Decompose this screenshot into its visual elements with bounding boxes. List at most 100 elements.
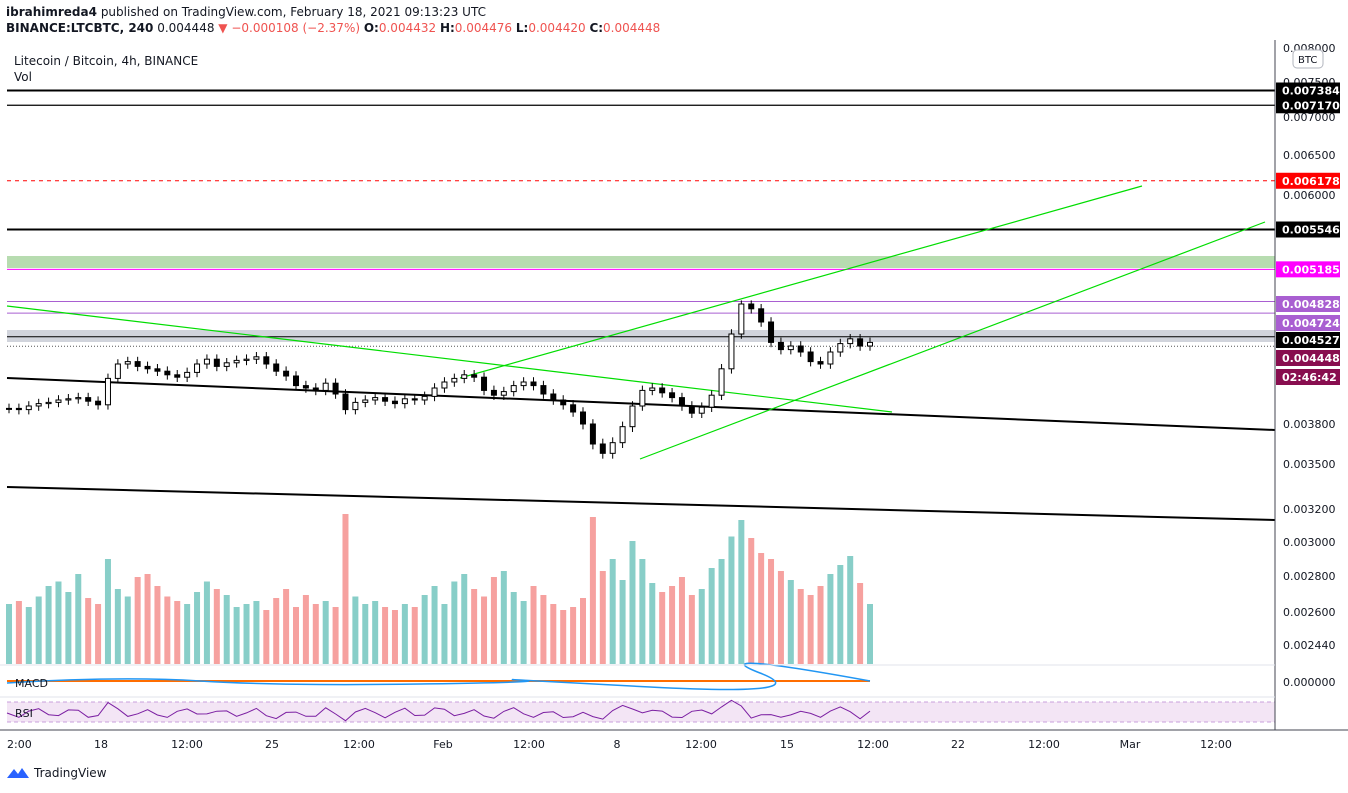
volume-bar bbox=[164, 596, 171, 664]
candle-body bbox=[738, 303, 745, 335]
volume-bar bbox=[580, 598, 586, 664]
price-label-text: 0.004724 bbox=[1282, 317, 1340, 330]
volume-bar bbox=[867, 604, 873, 664]
candle-body bbox=[431, 387, 438, 397]
time-tick-label: Mar bbox=[1120, 738, 1141, 751]
rising-channel-bottom bbox=[639, 221, 1266, 460]
volume-bar bbox=[431, 586, 438, 664]
author[interactable]: ibrahimreda4 bbox=[6, 5, 97, 19]
volume-bar bbox=[530, 586, 537, 664]
volume-bar bbox=[312, 604, 319, 664]
footer-brand[interactable]: TradingView bbox=[6, 766, 107, 780]
price-label-box bbox=[1276, 172, 1340, 189]
volume-bar bbox=[758, 553, 765, 664]
price-label-box bbox=[1276, 350, 1340, 366]
candle-body bbox=[857, 338, 864, 347]
volume-bar bbox=[124, 596, 131, 664]
price-label-text: 0.007384 bbox=[1282, 85, 1340, 98]
price-label-text: 0.004828 bbox=[1282, 298, 1340, 311]
volume-bar bbox=[827, 574, 834, 664]
candle-body bbox=[372, 397, 379, 401]
candle-body bbox=[718, 368, 725, 396]
candle-body bbox=[114, 363, 121, 379]
volume-bar bbox=[372, 601, 379, 664]
volume-bar bbox=[500, 571, 507, 664]
time-tick-label: 12:00 bbox=[1028, 738, 1060, 751]
candle-body bbox=[867, 341, 873, 347]
volume-bar bbox=[669, 586, 676, 664]
volume-bar bbox=[688, 595, 695, 664]
volume-bar bbox=[391, 610, 398, 664]
time-tick-label: 12:00 bbox=[343, 738, 375, 751]
published-text: published on TradingView.com, February 1… bbox=[100, 5, 486, 19]
volume-bar bbox=[659, 592, 666, 664]
volume-bar bbox=[184, 604, 191, 664]
candle-body bbox=[45, 401, 52, 405]
candle-body bbox=[441, 381, 448, 389]
candle-body bbox=[599, 443, 606, 454]
candle-body bbox=[471, 374, 478, 378]
candle-body bbox=[629, 405, 636, 428]
volume-bar bbox=[362, 604, 369, 664]
candle-body bbox=[6, 407, 12, 410]
descending-trendline bbox=[6, 305, 893, 413]
volume-bar bbox=[302, 595, 309, 664]
price-label-text: 0.007170 bbox=[1282, 99, 1340, 112]
candle-body bbox=[639, 389, 646, 407]
volume-bar bbox=[283, 589, 290, 664]
candle-body bbox=[758, 308, 765, 323]
candle-body bbox=[619, 426, 626, 444]
high-label: H: bbox=[439, 21, 455, 35]
candle-body bbox=[837, 343, 844, 353]
rsi-label: RSI bbox=[15, 707, 33, 720]
candle-body bbox=[35, 403, 42, 407]
volume-bar bbox=[174, 601, 181, 664]
time-tick-label: 15 bbox=[780, 738, 794, 751]
time-tick-label: 22 bbox=[951, 738, 965, 751]
last-price: 0.004448 bbox=[157, 21, 215, 35]
candle-body bbox=[401, 398, 408, 405]
candle-body bbox=[817, 361, 824, 365]
candle-body bbox=[154, 368, 161, 372]
volume-bar bbox=[253, 601, 260, 664]
price-tick-label: 0.000000 bbox=[1283, 676, 1336, 689]
candle-body bbox=[184, 371, 191, 378]
volume-bar bbox=[857, 583, 864, 664]
candle-body bbox=[481, 376, 488, 391]
volume-label[interactable]: Vol bbox=[14, 70, 32, 84]
volume-bar bbox=[609, 559, 616, 664]
price-tick-label: 0.003800 bbox=[1283, 418, 1336, 431]
candle-body bbox=[708, 394, 715, 408]
rsi-line bbox=[6, 699, 871, 722]
candle-body bbox=[85, 397, 92, 402]
volume-bar bbox=[649, 583, 656, 664]
tradingview-logo-icon bbox=[7, 768, 29, 778]
price-label-text: 0.006178 bbox=[1282, 175, 1340, 188]
candle-body bbox=[263, 356, 270, 365]
time-tick-label: 8 bbox=[614, 738, 621, 751]
volume-bar bbox=[15, 601, 22, 664]
price-tick-label: 0.006000 bbox=[1283, 189, 1336, 202]
volume-bar bbox=[678, 577, 685, 664]
time-tick-label: 12:00 bbox=[171, 738, 203, 751]
volume-bar bbox=[95, 604, 102, 664]
low-label: L: bbox=[515, 21, 529, 35]
price-tick-label: 0.002600 bbox=[1283, 606, 1336, 619]
time-tick-label: Feb bbox=[433, 738, 452, 751]
candle-body bbox=[273, 363, 280, 372]
candle-body bbox=[787, 345, 794, 351]
volume-bar bbox=[75, 574, 82, 664]
support-zone bbox=[7, 330, 1275, 342]
rising-channel-top bbox=[459, 185, 1143, 379]
volume-bar bbox=[233, 607, 240, 664]
price-label-box bbox=[1276, 369, 1340, 385]
series-title[interactable]: Litecoin / Bitcoin, 4h, BINANCE bbox=[14, 54, 199, 68]
price-axis: 0.0080000.0075000.0070000.0065000.006000… bbox=[0, 40, 1348, 731]
volume-bar bbox=[213, 589, 220, 664]
currency-label: BTC bbox=[1298, 55, 1317, 66]
time-tick-label: 12:00 bbox=[685, 738, 717, 751]
candle-body bbox=[550, 393, 557, 401]
candle-body bbox=[95, 400, 102, 406]
candle-body bbox=[283, 370, 290, 377]
